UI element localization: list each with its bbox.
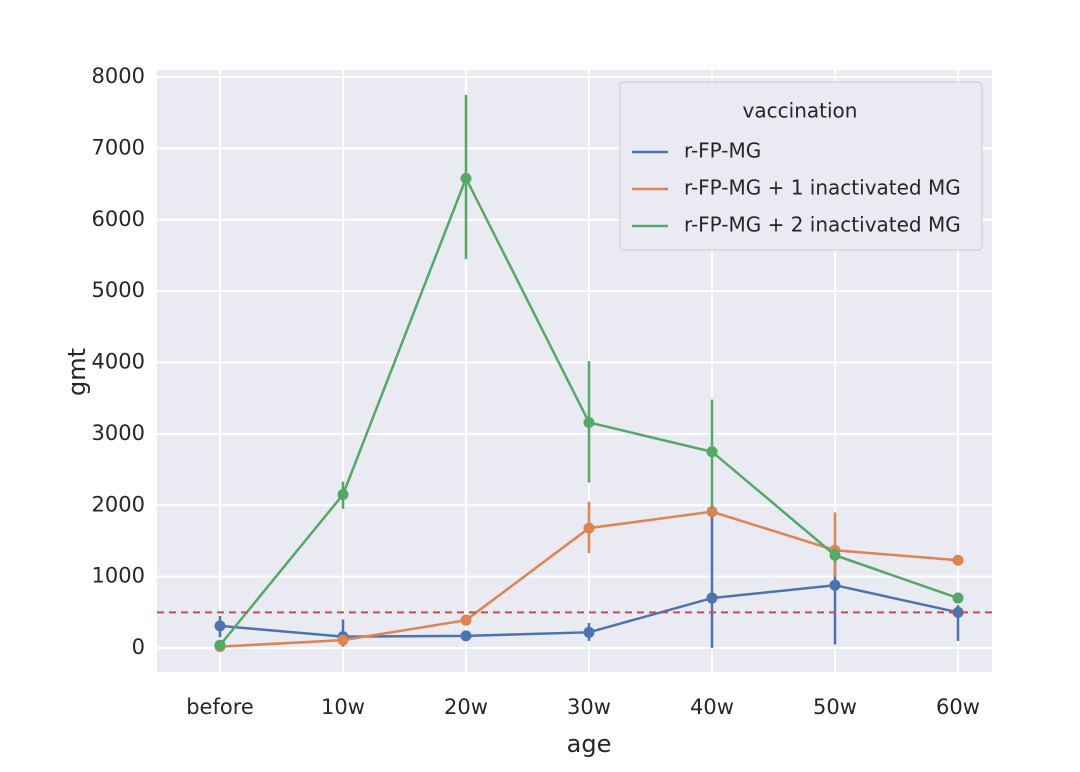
data-point [460,630,472,642]
x-axis-label: age [567,730,612,758]
x-tick-label: 40w [690,695,734,719]
y-tick-label: 4000 [92,350,145,374]
legend-title: vaccination [743,99,858,123]
data-point [829,549,841,561]
x-tick-label: 60w [936,695,980,719]
data-point [337,634,349,646]
y-tick-label: 1000 [92,564,145,588]
data-point [952,592,964,604]
data-point [952,606,964,618]
data-point [829,579,841,591]
y-tick-label: 2000 [92,492,145,516]
y-tick-label: 3000 [92,421,145,445]
y-tick-label: 5000 [92,278,145,302]
legend-label: r-FP-MG + 2 inactivated MG [684,213,961,237]
legend-label: r-FP-MG [684,139,761,163]
data-point [214,620,226,632]
legend: vaccination r-FP-MG r-FP-MG + 1 inactivat… [619,81,983,251]
legend-box [619,81,983,251]
legend-label: r-FP-MG + 1 inactivated MG [684,176,961,200]
data-point [706,506,718,518]
x-tick-label: before [186,695,254,719]
data-point [952,554,964,566]
data-point [583,416,595,428]
data-point [214,639,226,651]
y-tick-label: 6000 [92,207,145,231]
data-point [460,614,472,626]
data-point [460,172,472,184]
x-tick-label: 10w [321,695,365,719]
data-point [583,522,595,534]
x-tick-label: 30w [567,695,611,719]
data-point [583,626,595,638]
data-point [337,489,349,501]
y-tick-label: 7000 [92,135,145,159]
x-tick-label: 50w [813,695,857,719]
y-tick-label: 0 [132,635,145,659]
y-axis-label: gmt [63,348,91,396]
y-tick-label: 8000 [92,64,145,88]
x-tick-label: 20w [444,695,488,719]
data-point [706,446,718,458]
data-point [706,592,718,604]
